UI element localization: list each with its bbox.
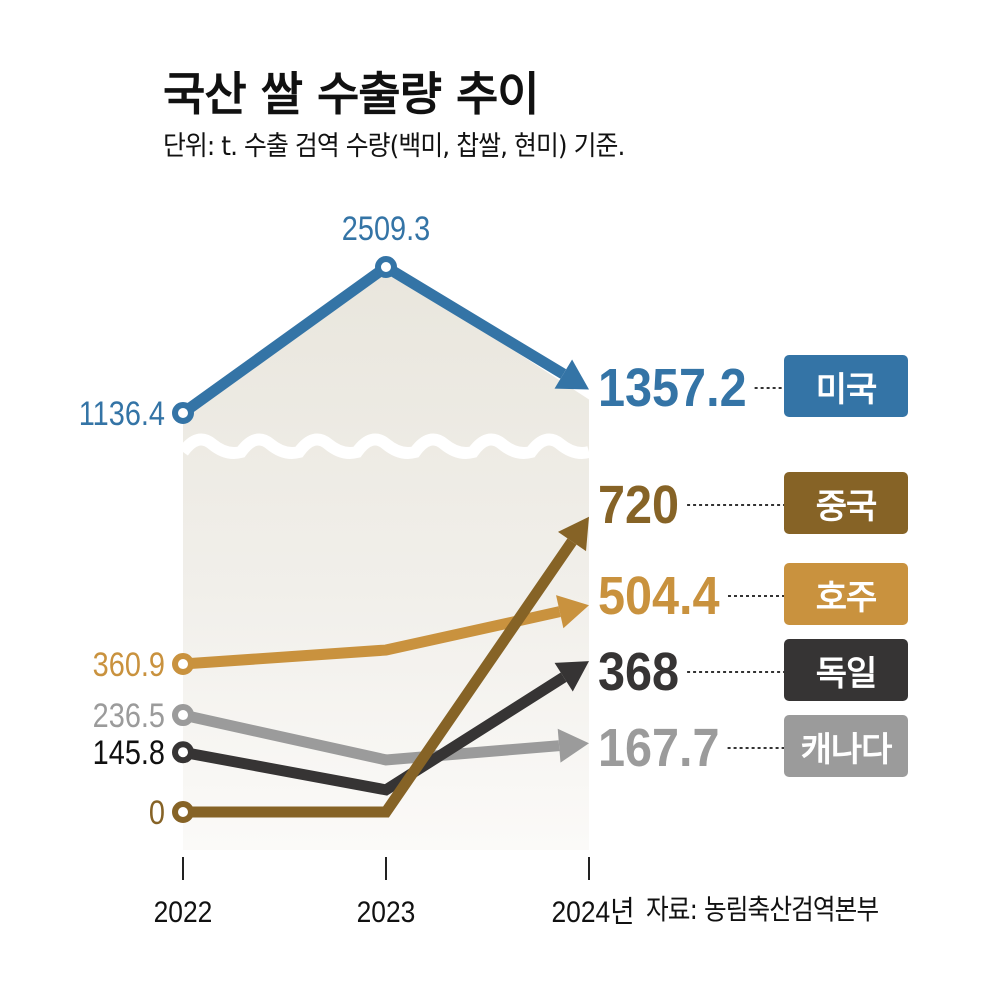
data-label-start: 0: [149, 793, 165, 832]
data-label-start: 236.5: [93, 696, 165, 735]
arrowhead-marker: [554, 661, 589, 692]
series-중국: [172, 516, 589, 823]
data-point: [375, 256, 397, 279]
data-point: [172, 801, 194, 823]
arrowhead-marker: [557, 728, 589, 763]
arrowhead-marker: [556, 595, 589, 629]
series-미국: [172, 256, 589, 424]
series-line: [181, 672, 567, 796]
legend-tag-독일: 독일: [784, 639, 908, 701]
data-label-end: 720: [598, 474, 679, 535]
series-line: [181, 709, 560, 766]
legend-tag-캐나다: 캐나다: [784, 715, 908, 777]
arrowhead-marker: [554, 359, 589, 390]
legend-tag-호주: 호주: [784, 563, 908, 625]
axis-break-wave: [178, 433, 591, 459]
data-label-end: 1357.2: [598, 357, 747, 418]
series-독일: [172, 661, 589, 796]
data-point: [172, 704, 194, 727]
legend-tag-미국: 미국: [784, 355, 908, 417]
data-label-end: 167.7: [598, 717, 720, 778]
series-캐나다: [172, 704, 589, 766]
source-note: 자료: 농림축산검역본부: [646, 893, 879, 926]
x-tick-label: 2022: [154, 894, 213, 928]
series-line: [182, 606, 561, 670]
chart-subtitle: 단위: t. 수출 검역 수량(백미, 찹쌀, 현미) 기준.: [163, 131, 625, 162]
data-label-start: 145.8: [93, 733, 165, 772]
series-layer: [172, 256, 589, 823]
x-tick-label: 2023: [357, 894, 416, 928]
data-label-end: 504.4: [598, 565, 720, 626]
series-호주: [172, 595, 589, 676]
arrowhead-marker: [557, 516, 589, 552]
data-point: [172, 653, 194, 676]
data-label-start: 1136.4: [79, 394, 165, 433]
data-point: [172, 402, 194, 424]
background-area: [183, 267, 589, 850]
data-label-end: 368: [598, 641, 679, 702]
chart-title: 국산 쌀 수출량 추이: [163, 67, 540, 121]
data-label-mid: 2509.3: [342, 209, 430, 248]
x-axis-ticks: 2022 2023 2024년: [154, 857, 635, 928]
data-point: [172, 741, 194, 764]
x-tick-label: 2024년: [551, 894, 634, 928]
legend-tag-중국: 중국: [784, 472, 908, 534]
data-label-start: 360.9: [93, 645, 165, 684]
series-line: [183, 538, 577, 818]
